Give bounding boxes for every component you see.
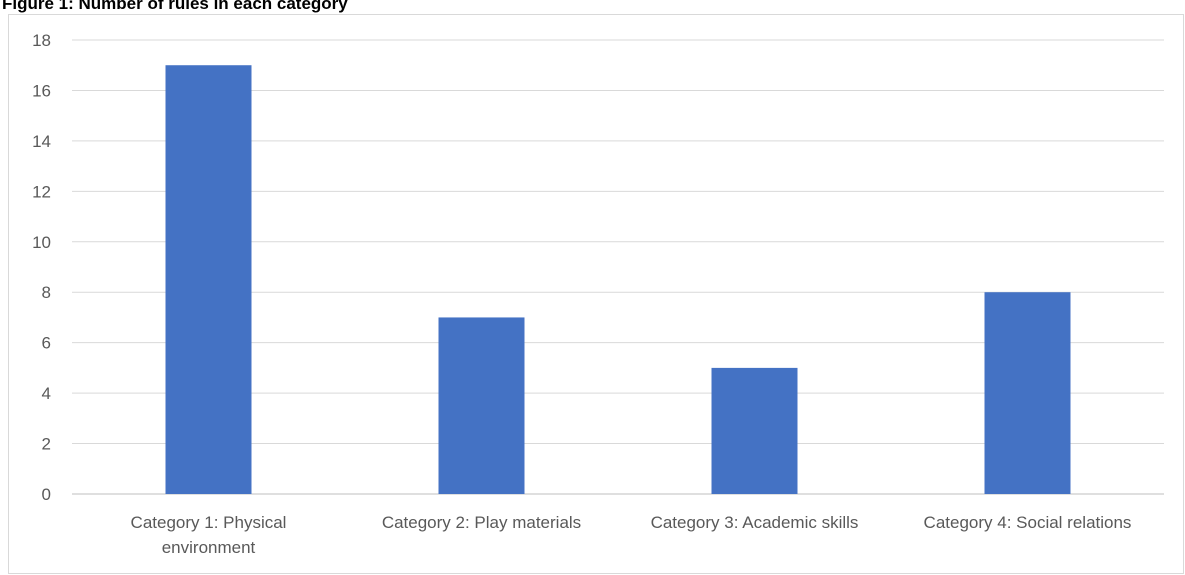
figure-caption: Figure 1: Number of rules in each catego…: [2, 0, 348, 13]
y-tick-label: 4: [42, 384, 51, 403]
x-category-label: Category 4: Social relations: [924, 513, 1132, 532]
y-tick-label: 10: [32, 233, 51, 252]
x-category-label: Category 2: Play materials: [382, 513, 581, 532]
bar: [165, 65, 252, 494]
bar: [984, 292, 1071, 494]
y-axis-tick-labels: 0 2 4 6 8 10 12 14 16 18: [32, 31, 51, 504]
y-tick-label: 6: [42, 334, 51, 353]
y-tick-label: 8: [42, 283, 51, 302]
y-tick-label: 18: [32, 31, 51, 50]
y-tick-label: 14: [32, 132, 51, 151]
x-category-label: Category 1: Physical: [131, 513, 287, 532]
y-tick-label: 12: [32, 182, 51, 201]
x-axis-category-labels: Category 1: Physical environment Category …: [131, 513, 1132, 557]
gridlines: [72, 39, 1164, 495]
y-tick-label: 2: [42, 435, 51, 454]
bar: [711, 367, 798, 494]
chart-border: [8, 14, 1184, 574]
x-category-label: Category 3: Academic skills: [651, 513, 859, 532]
y-tick-label: 0: [42, 485, 51, 504]
bar: [438, 317, 525, 494]
bars: [165, 65, 1071, 494]
x-category-label: environment: [162, 538, 256, 557]
y-tick-label: 16: [32, 81, 51, 100]
